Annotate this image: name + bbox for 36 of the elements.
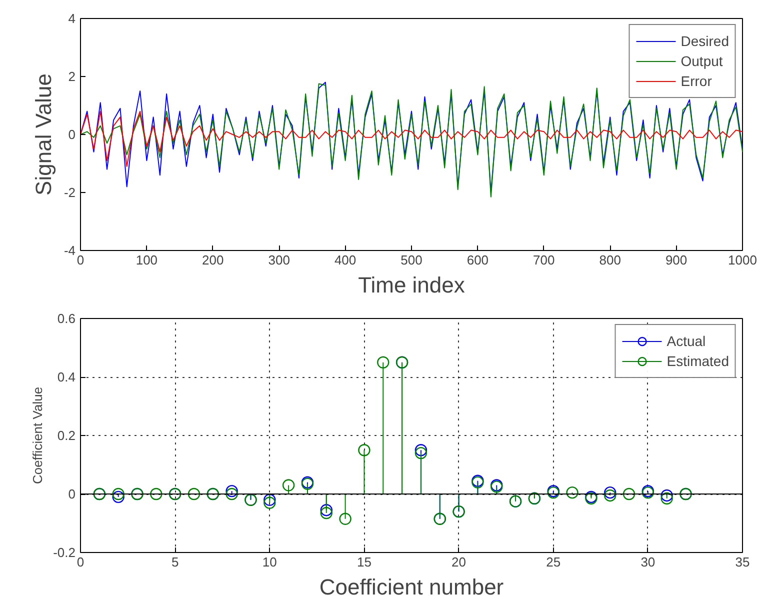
x-tick-label: 900 [665,252,688,268]
x-tick-label: 20 [452,554,466,570]
x-tick-label: 30 [640,554,656,570]
y-tick-label: 0 [68,127,76,142]
legend-label: Desired [680,33,729,49]
x-tick-label: 10 [262,554,277,570]
y-tick-label: -2 [64,185,76,200]
x-tick-label: 600 [466,252,489,268]
x-tick-label: 400 [334,252,356,268]
y-tick-label: -0.2 [53,545,76,560]
x-tick-label: 15 [356,554,372,570]
x-axis-title: Time index [358,272,465,298]
x-tick-label: 300 [268,252,290,268]
y-tick-label: 0.2 [57,428,76,443]
x-tick-label: 5 [171,554,179,570]
y-tick-label: 0.4 [57,370,76,384]
y-tick-label: 0.6 [57,311,76,326]
y-tick-label: 4 [68,11,76,26]
x-tick-label: 100 [136,252,158,268]
legend-label: Output [680,53,723,69]
legend-label: Estimated [666,353,729,369]
x-tick-label: 500 [400,252,422,268]
x-tick-label: 1000 [728,252,757,268]
x-tick-label: 35 [735,554,750,570]
y-tick-label: 0 [68,486,76,502]
y-axis-title: Signal Value [30,74,56,196]
legend-label: Actual [666,333,706,349]
x-tick-label: 700 [533,252,555,268]
y-axis-title: Coefficient Value [30,386,46,484]
x-tick-label: 800 [599,252,621,268]
x-axis-title: Coefficient number [319,574,504,600]
y-tick-label: -4 [64,243,76,258]
y-tick-label: 2 [68,69,76,84]
legend-label: Error [680,73,712,89]
x-tick-label: 200 [202,252,224,268]
x-tick-label: 25 [546,554,561,570]
